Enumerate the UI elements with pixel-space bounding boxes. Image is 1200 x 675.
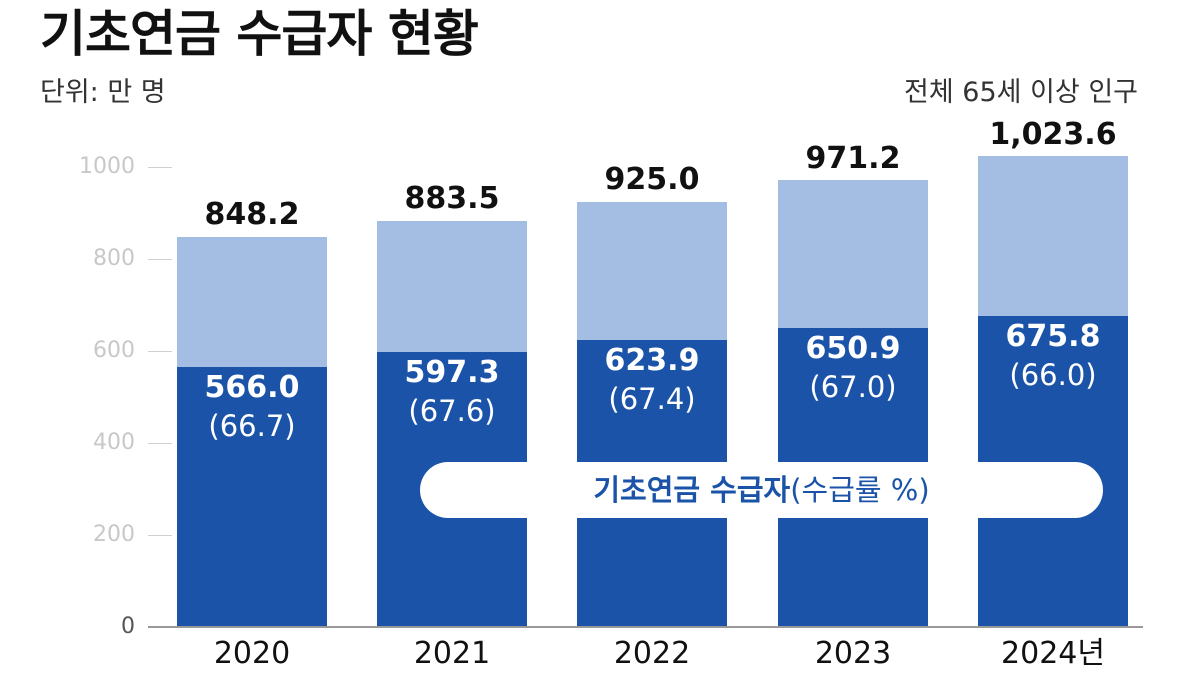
chart-title: 기초연금 수급자 현황 bbox=[40, 5, 479, 63]
recipient-bar: 566.0 (66.7) bbox=[177, 367, 327, 627]
y-tickmark bbox=[148, 259, 172, 260]
y-tick-600: 600 bbox=[93, 338, 135, 363]
x-label-2020: 2020 bbox=[213, 636, 291, 671]
bar-2022: 623.9 (67.4) bbox=[577, 202, 727, 627]
recipient-value: 623.9 bbox=[604, 343, 700, 378]
recipient-rate: (67.0) bbox=[809, 370, 897, 404]
legend-recipients: 기초연금 수급자(수급률 %) bbox=[420, 462, 1103, 518]
x-label-2024: 2024년 bbox=[1001, 636, 1105, 671]
y-tickmark bbox=[148, 535, 172, 536]
y-tick-400: 400 bbox=[93, 430, 135, 455]
y-tick-800: 800 bbox=[93, 246, 135, 271]
total-value-2023: 971.2 bbox=[805, 141, 901, 176]
bar-2023: 650.9 (67.0) bbox=[778, 180, 928, 627]
x-label-2022: 2022 bbox=[613, 636, 691, 671]
recipient-value: 675.8 bbox=[1005, 319, 1101, 354]
recipient-value: 566.0 bbox=[204, 370, 300, 405]
unit-label: 단위: 만 명 bbox=[40, 77, 166, 108]
recipient-rate: (67.6) bbox=[408, 394, 496, 428]
y-tick-1000: 1000 bbox=[79, 154, 135, 179]
legend-bold-text: 기초연금 수급자 bbox=[593, 473, 791, 507]
total-value-2024: 1,023.6 bbox=[989, 117, 1117, 152]
recipient-rate: (66.0) bbox=[1009, 358, 1097, 392]
recipient-value: 650.9 bbox=[805, 331, 901, 366]
y-tickmark bbox=[148, 351, 172, 352]
total-value-2022: 925.0 bbox=[604, 162, 700, 197]
y-tick-0: 0 bbox=[121, 614, 135, 639]
legend-rate-text: (수급률 %) bbox=[790, 473, 930, 507]
recipient-rate: (67.4) bbox=[608, 382, 696, 416]
bar-2020: 566.0 (66.7) bbox=[177, 237, 327, 627]
y-tickmark bbox=[148, 443, 172, 444]
y-tick-200: 200 bbox=[93, 522, 135, 547]
total-population-label: 전체 65세 이상 인구 bbox=[904, 77, 1138, 108]
total-value-2020: 848.2 bbox=[204, 197, 300, 232]
recipient-value: 597.3 bbox=[404, 355, 500, 390]
total-value-2021: 883.5 bbox=[404, 181, 500, 216]
x-axis-baseline bbox=[148, 626, 1143, 628]
x-label-2021: 2021 bbox=[413, 636, 491, 671]
x-label-2023: 2023 bbox=[814, 636, 892, 671]
recipient-rate: (66.7) bbox=[208, 409, 296, 443]
y-tickmark bbox=[148, 167, 172, 168]
bar-2021: 597.3 (67.6) bbox=[377, 221, 527, 627]
bar-2024: 675.8 (66.0) bbox=[978, 156, 1128, 627]
